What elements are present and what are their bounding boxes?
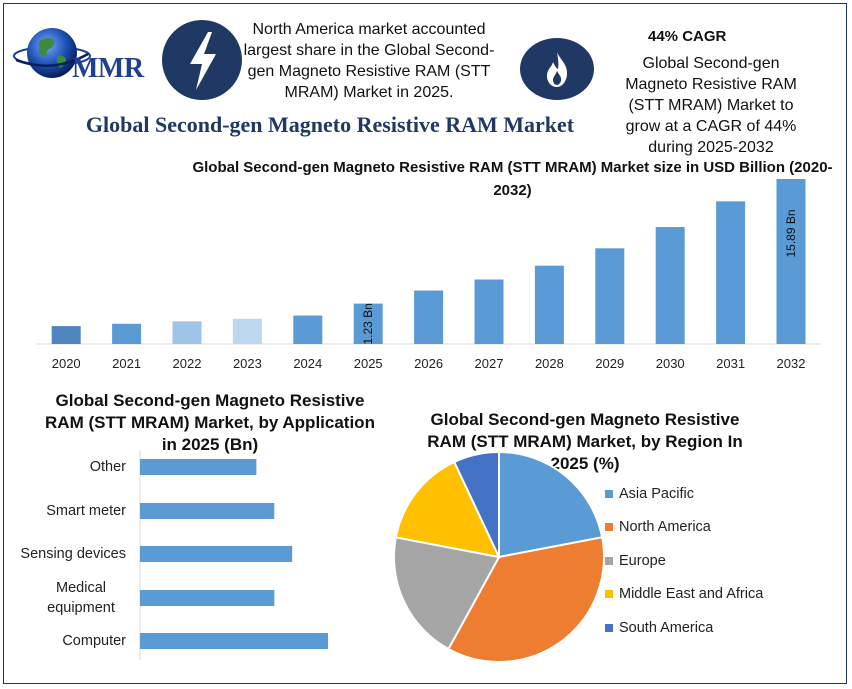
bar-2026 [414, 290, 444, 344]
x-tick-label: 2028 [535, 356, 564, 371]
legend-swatch [605, 489, 613, 498]
x-tick-label: 2027 [475, 356, 504, 371]
bar-2031 [716, 201, 746, 344]
flame-icon [520, 38, 594, 100]
infographic-frame [3, 3, 847, 684]
legend-item: North America [605, 511, 763, 545]
legend-swatch [605, 590, 613, 599]
x-tick-label: 2023 [233, 356, 262, 371]
legend-swatch [605, 556, 613, 565]
pie-slice-middle-east-and-africa [394, 460, 501, 559]
x-tick-label: 2021 [112, 356, 141, 371]
globe-icon [13, 28, 91, 78]
bar-2025 [353, 303, 383, 344]
hbar-medical-equipment [140, 590, 275, 606]
bar-chart-title: Global Second-gen Magneto Resistive RAM … [192, 159, 833, 199]
bar-2023 [232, 318, 262, 344]
hbar-sensing-devices [140, 546, 293, 562]
category-label: Sensing devices [20, 546, 126, 562]
x-tick-label: 2022 [173, 356, 202, 371]
category-label: Other [89, 459, 126, 475]
pie-slice-asia-pacific [498, 450, 604, 559]
pie-slice-europe [393, 536, 501, 651]
legend-label: Middle East and Africa [619, 586, 764, 603]
cagr-description: Global Second-gen Magneto Resistive RAM … [625, 55, 797, 156]
legend-label: North America [619, 519, 711, 536]
legend-item: Middle East and Africa [605, 578, 763, 612]
x-tick-label: 2024 [293, 356, 322, 371]
application-chart-title: Global Second-gen Magneto Resistive RAM … [45, 391, 375, 454]
pie-legend: Asia Pacific North America Europe Middle Ea… [605, 477, 763, 645]
region-chart-title: Global Second-gen Magneto Resistive RAM … [427, 410, 743, 473]
north-america-info-text: North America market accounted largest s… [243, 21, 495, 101]
hbar-smart-meter [140, 503, 275, 519]
bar-data-label: 1.23 Bn [361, 303, 375, 344]
bar-2020 [51, 326, 81, 344]
bar-2029 [595, 248, 625, 344]
bar-2030 [655, 227, 685, 344]
hbar-other [140, 459, 257, 475]
bar-2022 [172, 321, 202, 344]
lightning-bolt-icon [162, 20, 242, 100]
x-tick-label: 2030 [656, 356, 685, 371]
x-tick-label: 2031 [716, 356, 745, 371]
bar-2021 [112, 323, 142, 344]
mmr-logo: MMR [12, 20, 160, 90]
bar-2024 [293, 315, 323, 344]
category-label: Medical equipment [47, 580, 115, 616]
main-title: Global Second-gen Magneto Resistive RAM … [85, 112, 575, 137]
category-label: Computer [62, 633, 126, 649]
category-label: Smart meter [46, 503, 126, 519]
hbar-computer [140, 633, 328, 649]
bar-2032 [776, 179, 806, 344]
legend-item: Asia Pacific [605, 477, 763, 511]
legend-label: Europe [619, 552, 666, 569]
legend-swatch [605, 523, 613, 532]
cagr-heading: 44% CAGR [648, 28, 727, 45]
x-tick-label: 2032 [777, 356, 806, 371]
legend-swatch [605, 623, 613, 632]
x-tick-label: 2029 [595, 356, 624, 371]
bar-2027 [474, 279, 504, 344]
logo-text: MMR [72, 53, 144, 84]
x-tick-label: 2025 [354, 356, 383, 371]
bar-2028 [534, 265, 564, 344]
legend-label: Asia Pacific [619, 485, 694, 502]
legend-label: South America [619, 619, 714, 636]
pie-slice-south-america [452, 450, 500, 558]
bar-data-label: 15.89 Bn [784, 209, 798, 257]
x-tick-label: 2020 [52, 356, 81, 371]
pie-slice-north-america [447, 536, 605, 663]
legend-item: South America [605, 611, 763, 645]
legend-item: Europe [605, 544, 763, 578]
x-tick-label: 2026 [414, 356, 443, 371]
